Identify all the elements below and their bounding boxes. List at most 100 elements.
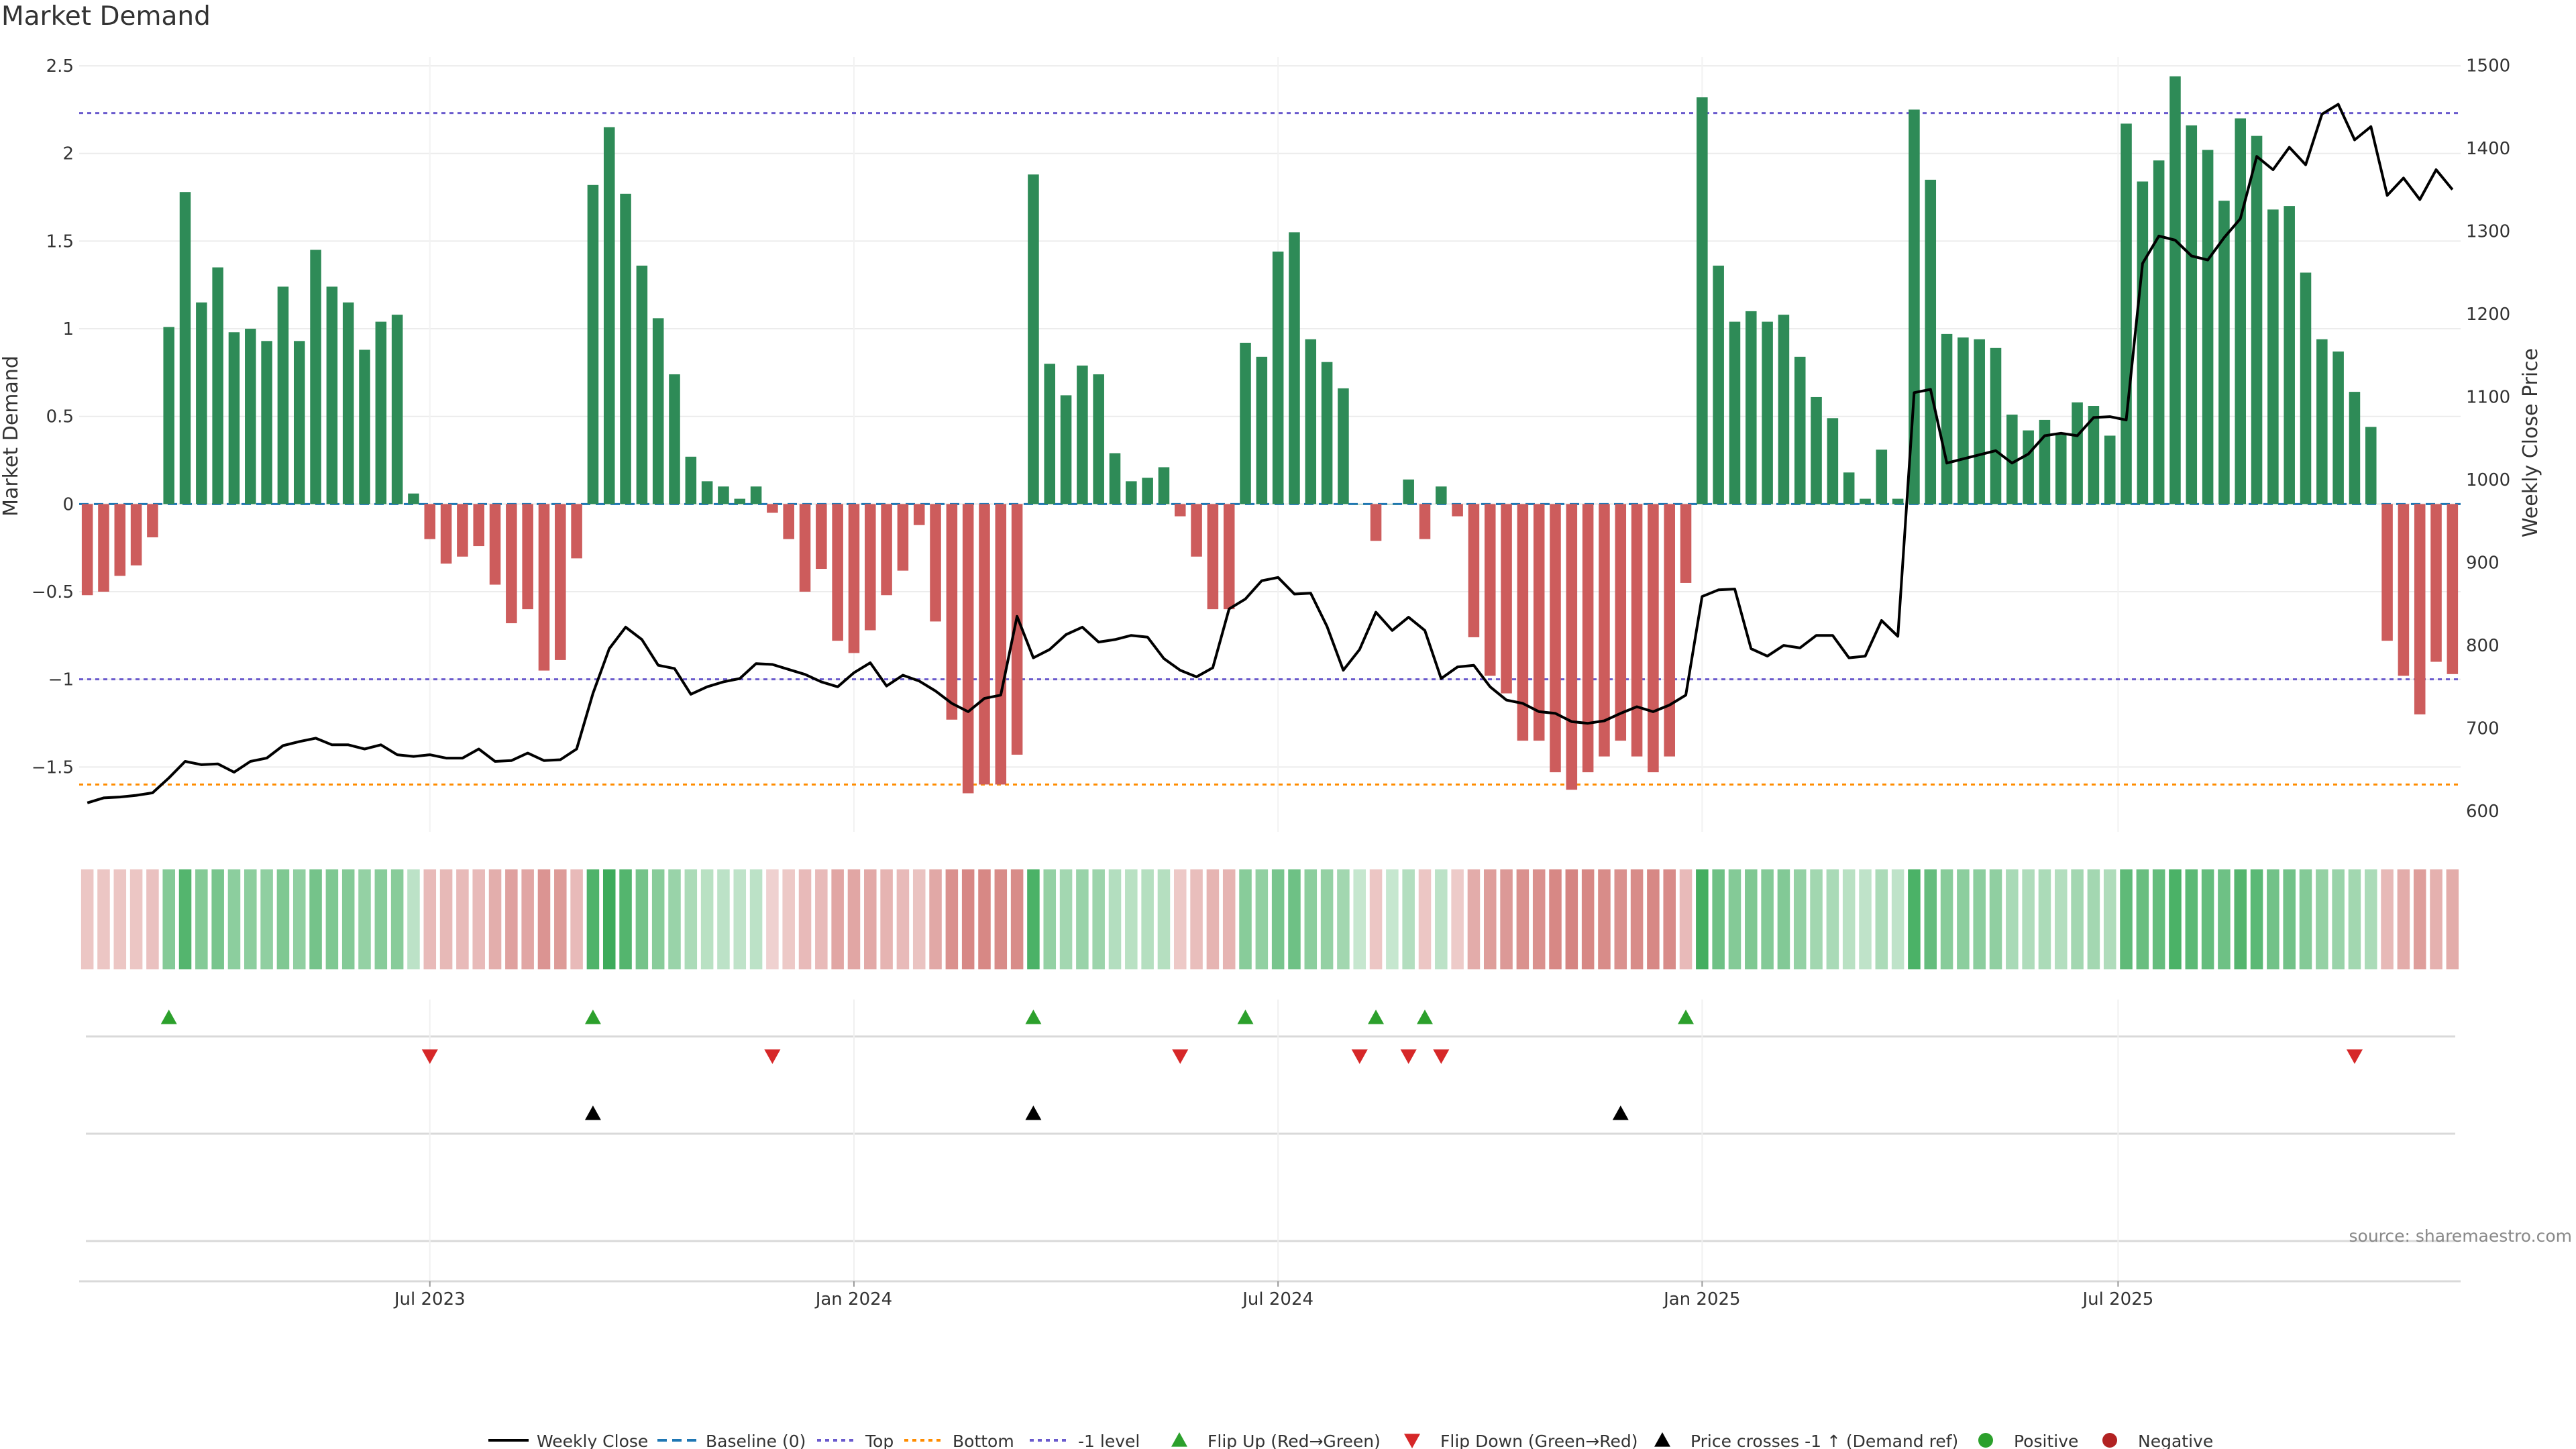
demand-bar xyxy=(2381,504,2393,641)
demand-heat-cell xyxy=(2348,869,2361,969)
y2-tick-label: 700 xyxy=(2466,719,2500,739)
demand-bar xyxy=(2039,419,2051,504)
demand-bar xyxy=(1272,252,1284,504)
y-axis-label: Market Demand xyxy=(0,356,23,517)
weekly-close-line xyxy=(87,103,2454,804)
demand-heat-cell xyxy=(1549,869,1562,969)
demand-bar xyxy=(962,504,974,794)
y-tick-label: 1 xyxy=(62,319,74,339)
demand-bar xyxy=(1370,504,1382,541)
demand-bar xyxy=(1533,504,1545,741)
demand-heat-cell xyxy=(390,869,404,969)
demand-heat-cell xyxy=(2316,869,2328,969)
demand-heat-cell xyxy=(407,869,420,969)
demand-bar xyxy=(2072,402,2083,504)
demand-bar xyxy=(2023,430,2034,504)
demand-bar xyxy=(636,265,648,504)
demand-heat-cell xyxy=(847,869,861,969)
demand-bar xyxy=(1925,179,1937,504)
demand-heat-cell xyxy=(717,869,730,969)
demand-bar xyxy=(2218,201,2230,504)
y2-tick-label: 1300 xyxy=(2466,221,2510,241)
demand-bar xyxy=(1175,504,1186,517)
demand-bar xyxy=(946,504,958,720)
y-tick-label: 0.5 xyxy=(46,407,74,427)
y2-axis-label: Weekly Close Price xyxy=(2519,348,2542,537)
demand-heat-cell xyxy=(113,869,127,969)
y-tick-label: 1.5 xyxy=(46,231,74,252)
demand-heat-cell xyxy=(2071,869,2084,969)
demand-heat-cell xyxy=(1402,869,1415,969)
demand-heat-cell xyxy=(1206,869,1220,969)
demand-heat-cell xyxy=(912,869,926,969)
legend-label: Bottom xyxy=(953,1432,1014,1449)
demand-bar xyxy=(1631,504,1643,757)
demand-bar xyxy=(130,504,142,566)
demand-heat-cell xyxy=(1043,869,1057,969)
demand-bar xyxy=(1778,315,1790,504)
demand-heat-cell xyxy=(439,869,453,969)
demand-heat-cell xyxy=(1255,869,1269,969)
legend-label: Flip Up (Red→Green) xyxy=(1208,1432,1381,1449)
flip-up-marker xyxy=(1678,1010,1695,1024)
demand-heat-cell xyxy=(668,869,681,969)
flip-down-marker xyxy=(421,1049,438,1064)
demand-heat-cell xyxy=(1728,869,1741,969)
legend-triangle-up-swatch xyxy=(1171,1432,1187,1447)
demand-bar xyxy=(538,504,550,671)
demand-heat-cell xyxy=(1418,869,1432,969)
demand-bar xyxy=(799,504,811,592)
demand-heat-cell xyxy=(309,869,322,969)
y2-tick-label: 1000 xyxy=(2466,470,2510,490)
demand-heat-cell xyxy=(1108,869,1122,969)
demand-heat-cell xyxy=(1908,869,1921,969)
demand-bar xyxy=(1697,97,1708,504)
demand-heat-cell xyxy=(488,869,502,969)
demand-heat-cell xyxy=(129,869,143,969)
demand-heat-cell xyxy=(1565,869,1578,969)
demand-bar xyxy=(1468,504,1480,637)
flip-up-marker xyxy=(584,1010,601,1024)
flip-up-marker xyxy=(1368,1010,1385,1024)
demand-heat-cell xyxy=(1092,869,1105,969)
demand-heat-cell xyxy=(505,869,518,969)
demand-bar xyxy=(1077,365,1088,504)
demand-heat-cell xyxy=(2397,869,2410,969)
demand-heat-cell xyxy=(700,869,714,969)
demand-bar xyxy=(1811,396,1822,504)
demand-heat-cell xyxy=(1957,869,1970,969)
legend-label: Price crosses -1 ↑ (Demand ref) xyxy=(1690,1432,1958,1449)
demand-heat-cell xyxy=(798,869,812,969)
price-cross-marker xyxy=(1025,1106,1042,1120)
demand-bar xyxy=(473,504,484,547)
flip-down-marker xyxy=(1351,1049,1368,1064)
demand-bar xyxy=(2202,150,2214,504)
demand-heat-cell xyxy=(961,869,975,969)
flip-down-marker xyxy=(1172,1049,1189,1064)
demand-heat-cell xyxy=(782,869,795,969)
demand-heat-cell xyxy=(1826,869,1839,969)
demand-heat-cell xyxy=(2413,869,2426,969)
demand-heat-cell xyxy=(1059,869,1073,969)
demand-bar xyxy=(2137,181,2149,504)
demand-bar xyxy=(1501,504,1512,694)
demand-bar xyxy=(2267,209,2279,504)
price-cross-marker xyxy=(584,1106,601,1120)
demand-bar xyxy=(1452,504,1463,517)
x-tick-label: Jul 2023 xyxy=(393,1289,466,1309)
demand-bar xyxy=(147,504,158,537)
demand-bar xyxy=(375,321,387,504)
demand-heat-cell xyxy=(1271,869,1285,969)
y2-tick-label: 600 xyxy=(2466,802,2500,822)
demand-bar xyxy=(2104,435,2116,504)
demand-bar xyxy=(1550,504,1561,773)
demand-bar xyxy=(1582,504,1594,773)
demand-heat-cell xyxy=(1288,869,1301,969)
demand-bar xyxy=(1713,265,1724,504)
demand-bar xyxy=(1256,356,1268,504)
legend-dot-swatch xyxy=(1978,1433,1993,1448)
y-tick-label: −1 xyxy=(48,670,74,690)
demand-bar xyxy=(326,286,338,504)
demand-bar xyxy=(1990,347,2002,504)
demand-bar xyxy=(979,504,990,785)
